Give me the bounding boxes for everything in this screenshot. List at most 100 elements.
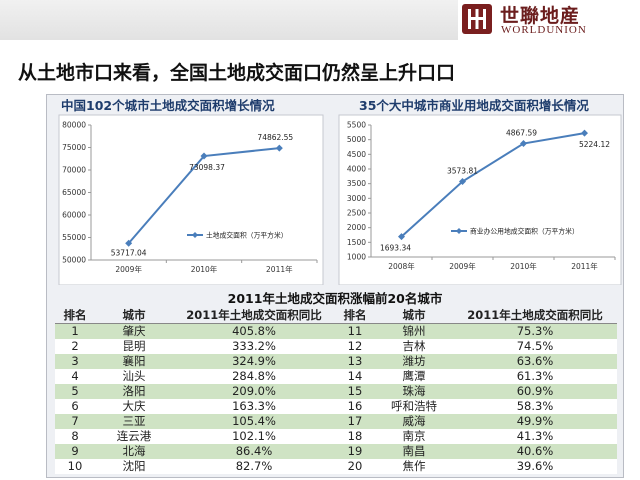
table-row: 4 汕头 284.8% 14 鹰潭 61.3%: [55, 369, 617, 384]
chart-title: 中国102个城市土地成交面积增长情况: [61, 98, 275, 113]
header-growth: 2011年土地成交面积同比: [453, 307, 617, 324]
logo: 世聯地産 WORLDUNION: [458, 0, 640, 40]
y-tick-label: 60000: [62, 211, 86, 220]
x-tick-label: 2011年: [571, 261, 598, 271]
logo-mark-icon: [462, 4, 492, 34]
rank-cell: 10: [55, 459, 95, 474]
city-cell: 襄阳: [95, 354, 173, 369]
y-tick-label: 1500: [347, 238, 366, 247]
rank-cell: 3: [55, 354, 95, 369]
table-title: 2011年土地成交面积涨幅前20名城市: [227, 291, 443, 306]
rank-cell: 16: [335, 399, 375, 414]
city-cell: 大庆: [95, 399, 173, 414]
rank-cell: 20: [335, 459, 375, 474]
city-cell: 珠海: [375, 384, 453, 399]
growth-cell: 39.6%: [453, 459, 617, 474]
city-cell: 呼和浩特: [375, 399, 453, 414]
table-row: 3 襄阳 324.9% 13 潍坊 63.6%: [55, 354, 617, 369]
data-point: [275, 144, 283, 152]
rank-cell: 15: [335, 384, 375, 399]
y-tick-label: 2000: [347, 223, 366, 232]
city-cell: 昆明: [95, 339, 173, 354]
header-city: 城市: [95, 307, 173, 324]
header-rank: 排名: [335, 307, 375, 324]
header-city: 城市: [375, 307, 453, 324]
y-tick-label: 1000: [347, 253, 366, 262]
city-cell: 南京: [375, 429, 453, 444]
land-area-chart: 中国102个城市土地成交面积增长情况 50000 55000 60000 65000 70…: [58, 98, 324, 285]
growth-cell: 49.9%: [453, 414, 617, 429]
rank-cell: 5: [55, 384, 95, 399]
data-point: [520, 140, 527, 148]
rank-cell: 1: [55, 323, 95, 339]
growth-cell: 61.3%: [453, 369, 617, 384]
table-header-row: 排名 城市 2011年土地成交面积同比 排名 城市 2011年土地成交面积同比: [55, 307, 617, 324]
table-row: 7 三亚 105.4% 17 威海 49.9%: [55, 414, 617, 429]
growth-cell: 102.1%: [173, 429, 335, 444]
data-label: 3573.81: [447, 167, 478, 176]
x-tick-label: 2011年: [266, 264, 293, 274]
growth-cell: 82.7%: [173, 459, 335, 474]
x-tick-label: 2010年: [191, 264, 218, 274]
rank-cell: 4: [55, 369, 95, 384]
table-row: 1 肇庆 405.8% 11 锦州 75.3%: [55, 323, 617, 339]
growth-cell: 41.3%: [453, 429, 617, 444]
rank-cell: 13: [335, 354, 375, 369]
rank-table: 排名 城市 2011年土地成交面积同比 排名 城市 2011年土地成交面积同比 …: [55, 307, 617, 474]
table-row: 9 北海 86.4% 19 南昌 40.6%: [55, 444, 617, 459]
legend-label: 商业办公用地成交面积（万平方米）: [470, 227, 579, 236]
legend-marker: [192, 232, 198, 238]
growth-cell: 324.9%: [173, 354, 335, 369]
series-line: [400, 132, 585, 238]
city-cell: 潍坊: [375, 354, 453, 369]
growth-cell: 63.6%: [453, 354, 617, 369]
rank-cell: 9: [55, 444, 95, 459]
rank-cell: 14: [335, 369, 375, 384]
table-row: 2 昆明 333.2% 12 吉林 74.5%: [55, 339, 617, 354]
x-tick-label: 2009年: [449, 261, 476, 271]
commercial-land-chart: 35个大中城市商业用地成交面积增长情况 1000 1500 2000 2500 3000 3…: [338, 98, 622, 285]
y-tick-label: 65000: [62, 188, 86, 197]
rank-cell: 17: [335, 414, 375, 429]
rank-cell: 11: [335, 323, 375, 339]
data-point: [581, 129, 588, 137]
header-rank: 排名: [55, 307, 95, 324]
y-tick-label: 55000: [62, 233, 86, 242]
chart-area: [58, 114, 324, 285]
rank-cell: 7: [55, 414, 95, 429]
header-growth: 2011年土地成交面积同比: [173, 307, 335, 324]
y-tick-label: 4000: [347, 165, 366, 174]
growth-cell: 86.4%: [173, 444, 335, 459]
data-point: [125, 239, 133, 247]
data-label: 1693.34: [380, 244, 411, 253]
y-tick-label: 3500: [347, 179, 366, 188]
chart-title: 35个大中城市商业用地成交面积增长情况: [359, 98, 589, 113]
data-label: 53717.04: [111, 248, 147, 257]
growth-cell: 333.2%: [173, 339, 335, 354]
growth-cell: 209.0%: [173, 384, 335, 399]
table-row: 8 连云港 102.1% 18 南京 41.3%: [55, 429, 617, 444]
y-tick-label: 80000: [62, 121, 86, 130]
data-label: 74862.55: [257, 133, 293, 142]
growth-cell: 105.4%: [173, 414, 335, 429]
rank-cell: 18: [335, 429, 375, 444]
x-tick-label: 2008年: [388, 261, 415, 271]
legend-label: 土地成交面积（万平方米）: [206, 231, 288, 240]
logo-text-cn: 世聯地産: [500, 5, 581, 27]
y-tick-label: 4500: [347, 150, 366, 159]
table-row: 5 洛阳 209.0% 15 珠海 60.9%: [55, 384, 617, 399]
y-tick-label: 5000: [347, 135, 366, 144]
city-cell: 北海: [95, 444, 173, 459]
legend-marker: [456, 228, 462, 234]
city-cell: 肇庆: [95, 323, 173, 339]
data-point: [398, 233, 405, 241]
rank-cell: 2: [55, 339, 95, 354]
y-tick-label: 2500: [347, 209, 366, 218]
growth-cell: 163.3%: [173, 399, 335, 414]
city-cell: 威海: [375, 414, 453, 429]
rank-cell: 6: [55, 399, 95, 414]
content-panel: 中国102个城市土地成交面积增长情况 50000 55000 60000 65000 70…: [46, 94, 624, 478]
city-cell: 三亚: [95, 414, 173, 429]
data-point: [200, 152, 208, 160]
y-tick-label: 5500: [347, 121, 366, 130]
